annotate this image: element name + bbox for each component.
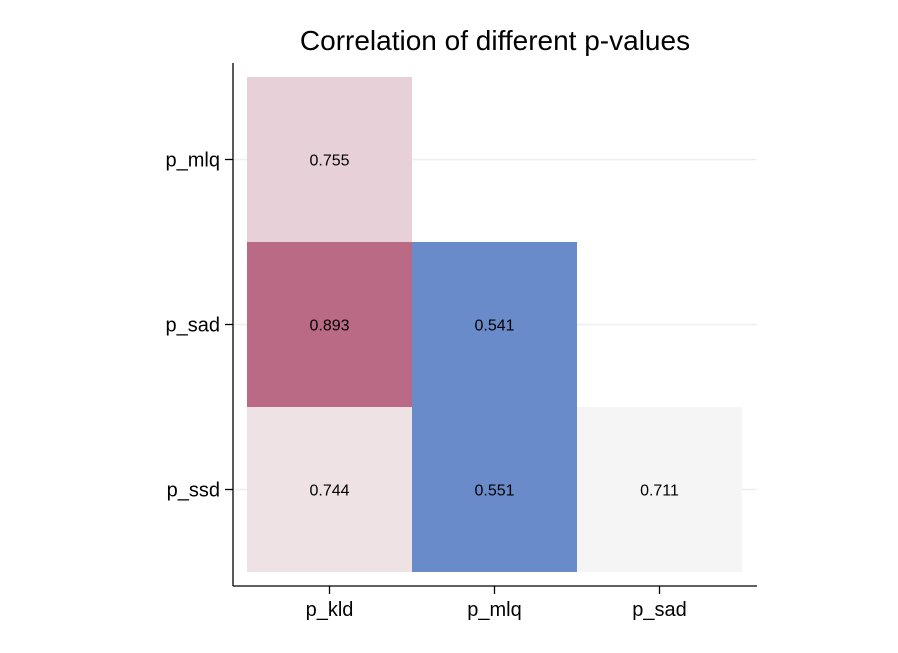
y-tick-label: p_mlq	[166, 150, 220, 172]
cell-value-label: 0.711	[640, 483, 679, 500]
x-tick-label: p_sad	[632, 599, 687, 621]
heatmap-cell-p_kld-p_ssd	[247, 407, 412, 572]
chart-title: Correlation of different p-values	[300, 25, 690, 56]
x-tick-label: p_kld	[306, 599, 354, 621]
cell-value-label: 0.755	[309, 153, 349, 170]
cell-value-label: 0.551	[474, 483, 514, 500]
y-axis-ticks: p_mlq p_sad p_ssd	[166, 150, 233, 502]
y-tick-label: p_sad	[166, 315, 221, 337]
heatmap-cells	[247, 77, 742, 572]
x-tick-label: p_mlq	[467, 599, 521, 621]
x-axis-ticks: p_kld p_mlq p_sad	[306, 586, 687, 621]
cell-value-label: 0.541	[474, 318, 514, 335]
heatmap-cell-p_kld-p_mlq	[247, 77, 412, 242]
cell-value-label: 0.744	[309, 483, 349, 500]
heatmap-cell-p_sad-p_ssd	[577, 407, 742, 572]
heatmap-cell-p_kld-p_sad	[247, 242, 412, 407]
cell-labels: 0.755 0.893 0.541 0.744 0.551 0.711	[309, 153, 679, 500]
heatmap-cell-p_mlq-p_sad	[412, 242, 577, 407]
y-tick-label: p_ssd	[167, 480, 220, 502]
cell-value-label: 0.893	[309, 318, 349, 335]
heatmap-cell-p_mlq-p_ssd	[412, 407, 577, 572]
